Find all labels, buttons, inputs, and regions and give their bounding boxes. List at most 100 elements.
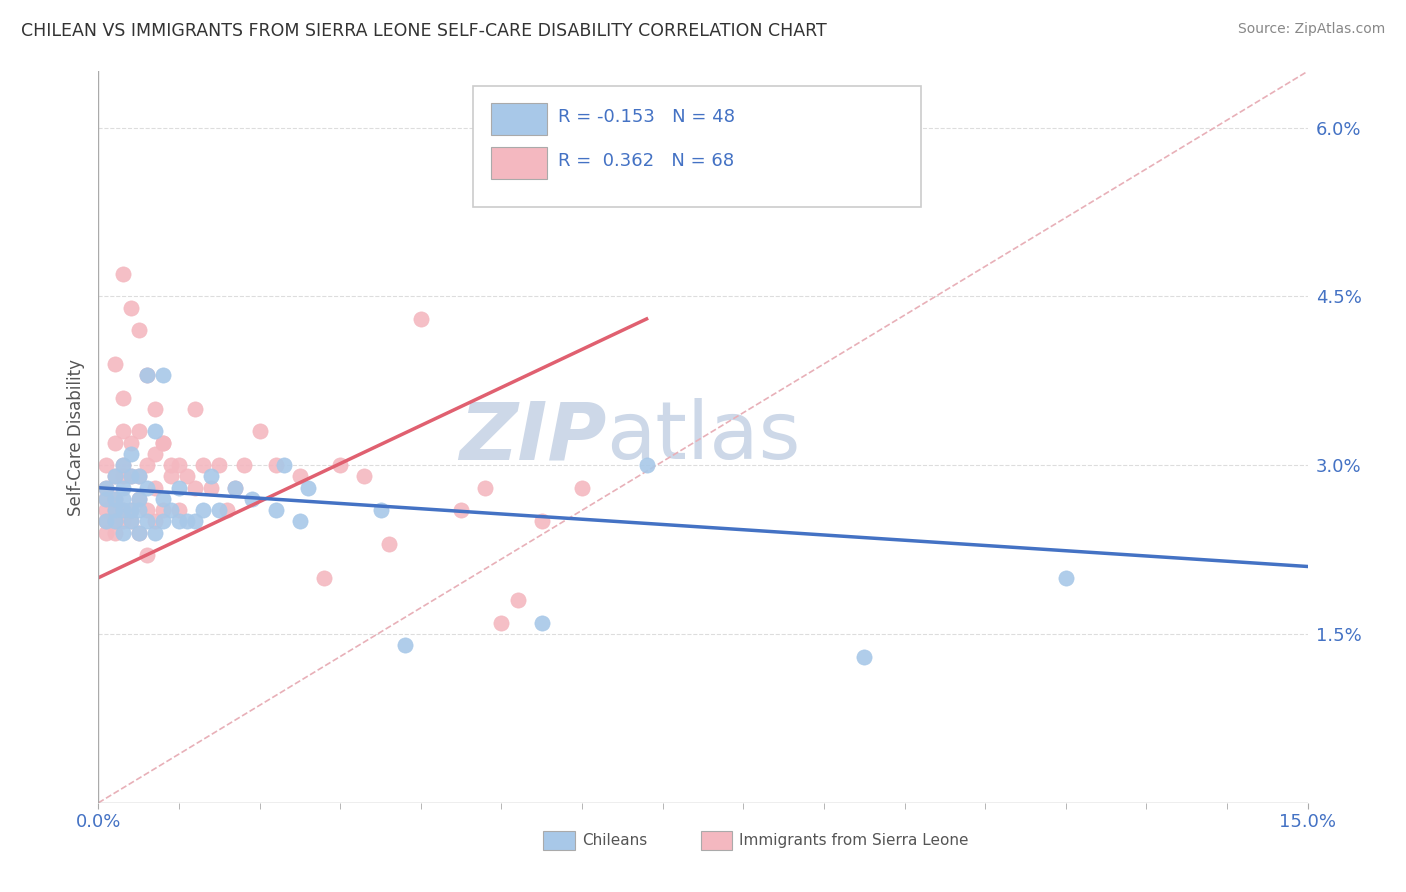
Point xyxy=(143,515,166,529)
Point xyxy=(103,515,125,529)
Point xyxy=(143,401,166,416)
Y-axis label: Self-Care Disability: Self-Care Disability xyxy=(66,359,84,516)
Point xyxy=(103,491,125,506)
Point xyxy=(135,368,157,383)
Point xyxy=(208,503,231,517)
Point xyxy=(184,481,207,495)
Point xyxy=(135,458,157,473)
Point xyxy=(152,435,174,450)
Point xyxy=(111,458,134,473)
Point xyxy=(506,593,529,607)
Point xyxy=(103,503,125,517)
Point xyxy=(288,469,311,483)
Point xyxy=(111,425,134,439)
Point xyxy=(240,491,263,506)
Point xyxy=(111,469,134,483)
Point xyxy=(96,515,118,529)
Point xyxy=(120,503,142,517)
Point xyxy=(120,469,142,483)
Point xyxy=(571,481,593,495)
Point xyxy=(249,425,271,439)
Point xyxy=(128,323,150,337)
Point xyxy=(120,447,142,461)
Point xyxy=(111,491,134,506)
Point xyxy=(120,515,142,529)
Point xyxy=(176,515,198,529)
Point xyxy=(152,491,174,506)
Point xyxy=(474,481,496,495)
Point xyxy=(152,503,174,517)
Point xyxy=(152,435,174,450)
Point xyxy=(491,615,513,630)
Point xyxy=(530,615,553,630)
Point xyxy=(96,491,118,506)
Point xyxy=(103,503,125,517)
Point xyxy=(152,515,174,529)
Point xyxy=(103,469,125,483)
Point xyxy=(1054,571,1077,585)
Point xyxy=(394,638,416,652)
Point xyxy=(96,503,118,517)
Point xyxy=(120,503,142,517)
FancyBboxPatch shape xyxy=(492,103,547,135)
Point xyxy=(167,515,190,529)
Point xyxy=(103,515,125,529)
Point xyxy=(135,368,157,383)
Point xyxy=(167,503,190,517)
Point xyxy=(273,458,295,473)
Point xyxy=(120,301,142,315)
Point xyxy=(96,491,118,506)
Point xyxy=(120,435,142,450)
Point xyxy=(96,481,118,495)
Point xyxy=(143,447,166,461)
Text: R = -0.153   N = 48: R = -0.153 N = 48 xyxy=(558,109,735,127)
Point xyxy=(409,312,432,326)
Point xyxy=(111,515,134,529)
Point xyxy=(143,425,166,439)
Point xyxy=(128,491,150,506)
Point xyxy=(377,537,399,551)
Point xyxy=(135,548,157,562)
Point xyxy=(135,515,157,529)
FancyBboxPatch shape xyxy=(492,146,547,179)
Point xyxy=(96,515,118,529)
Point xyxy=(288,515,311,529)
Point xyxy=(353,469,375,483)
Point xyxy=(120,515,142,529)
Point xyxy=(96,458,118,473)
Point xyxy=(176,469,198,483)
Point xyxy=(193,503,215,517)
Text: CHILEAN VS IMMIGRANTS FROM SIERRA LEONE SELF-CARE DISABILITY CORRELATION CHART: CHILEAN VS IMMIGRANTS FROM SIERRA LEONE … xyxy=(21,22,827,40)
Point xyxy=(160,503,183,517)
Point xyxy=(200,481,222,495)
Point xyxy=(103,525,125,540)
Point xyxy=(184,401,207,416)
Point xyxy=(128,491,150,506)
Point xyxy=(264,458,287,473)
Point xyxy=(370,503,392,517)
Point xyxy=(232,458,254,473)
Point xyxy=(636,458,658,473)
Point xyxy=(200,469,222,483)
Point xyxy=(103,357,125,371)
Point xyxy=(103,491,125,506)
Text: Chileans: Chileans xyxy=(582,832,647,847)
Point xyxy=(853,649,876,664)
Point xyxy=(111,458,134,473)
FancyBboxPatch shape xyxy=(474,86,921,207)
Text: ZIP: ZIP xyxy=(458,398,606,476)
Text: atlas: atlas xyxy=(606,398,800,476)
Point xyxy=(128,425,150,439)
Point xyxy=(217,503,239,517)
Point xyxy=(103,435,125,450)
Point xyxy=(143,525,166,540)
Text: Immigrants from Sierra Leone: Immigrants from Sierra Leone xyxy=(740,832,969,847)
Point xyxy=(111,503,134,517)
Point xyxy=(96,481,118,495)
Point xyxy=(96,525,118,540)
Point xyxy=(128,525,150,540)
Point xyxy=(128,469,150,483)
Point xyxy=(208,458,231,473)
Point xyxy=(160,469,183,483)
Point xyxy=(135,481,157,495)
